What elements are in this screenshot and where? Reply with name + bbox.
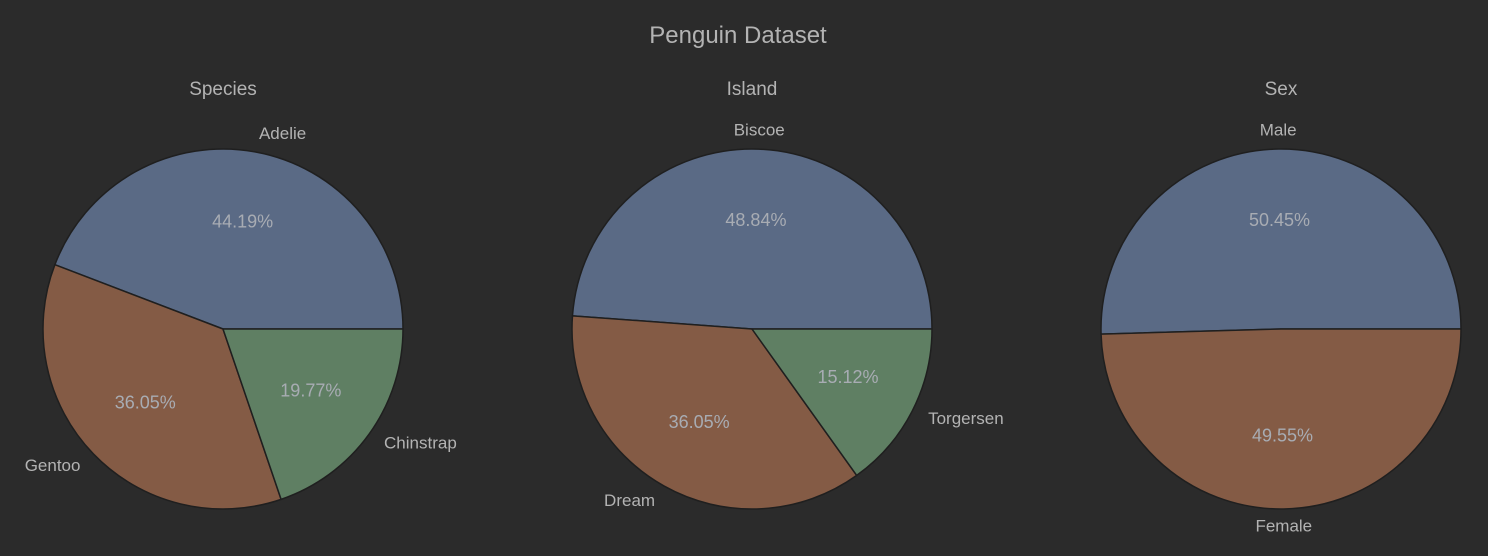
slice-label-species-adelie: Adelie [259,124,306,143]
pie-slice-species-adelie [54,148,404,330]
pie-slice-species-chinstrap [222,328,404,501]
slice-label-species-gentoo: Gentoo [25,456,81,475]
pie-slice-sex-female [1100,328,1462,510]
pie-slice-island-torgersen [751,328,933,477]
slice-label-island-biscoe: Biscoe [734,121,785,140]
pie-slice-island-biscoe [571,148,933,330]
pie-chart-island: Island Biscoe 48.84% Dream 36.05% Torgersen 15… [571,79,1004,510]
pie-title-species: Species [189,79,257,100]
slice-label-species-chinstrap: Chinstrap [384,434,457,453]
slice-pct-species-gentoo: 36.05% [115,393,176,413]
pie-title-island: Island [727,79,778,100]
pie-slice-island-dream [571,315,858,510]
slice-pct-species-adelie: 44.19% [212,212,273,232]
slice-pct-island-torgersen: 15.12% [818,367,879,387]
slice-pct-sex-male: 50.45% [1249,210,1310,230]
pie-chart-sex: Sex Male 50.45% Female 49.55% [1100,79,1462,535]
slice-label-island-dream: Dream [604,491,655,510]
slice-pct-island-biscoe: 48.84% [725,210,786,230]
slice-pct-sex-female: 49.55% [1252,426,1313,446]
pie-chart-species: Species Adelie 44.19% Gentoo 36.05% Chinstrap… [25,79,457,510]
slice-label-island-torgersen: Torgersen [928,409,1004,428]
pie-slice-species-gentoo [42,263,282,510]
pie-title-sex: Sex [1265,79,1298,100]
slice-pct-species-chinstrap: 19.77% [280,381,341,401]
slice-pct-island-dream: 36.05% [669,412,730,432]
pie-slice-sex-male [1100,148,1462,335]
slice-label-sex-male: Male [1260,121,1297,140]
figure-title: Penguin Dataset [649,22,827,49]
slice-label-sex-female: Female [1255,516,1312,535]
